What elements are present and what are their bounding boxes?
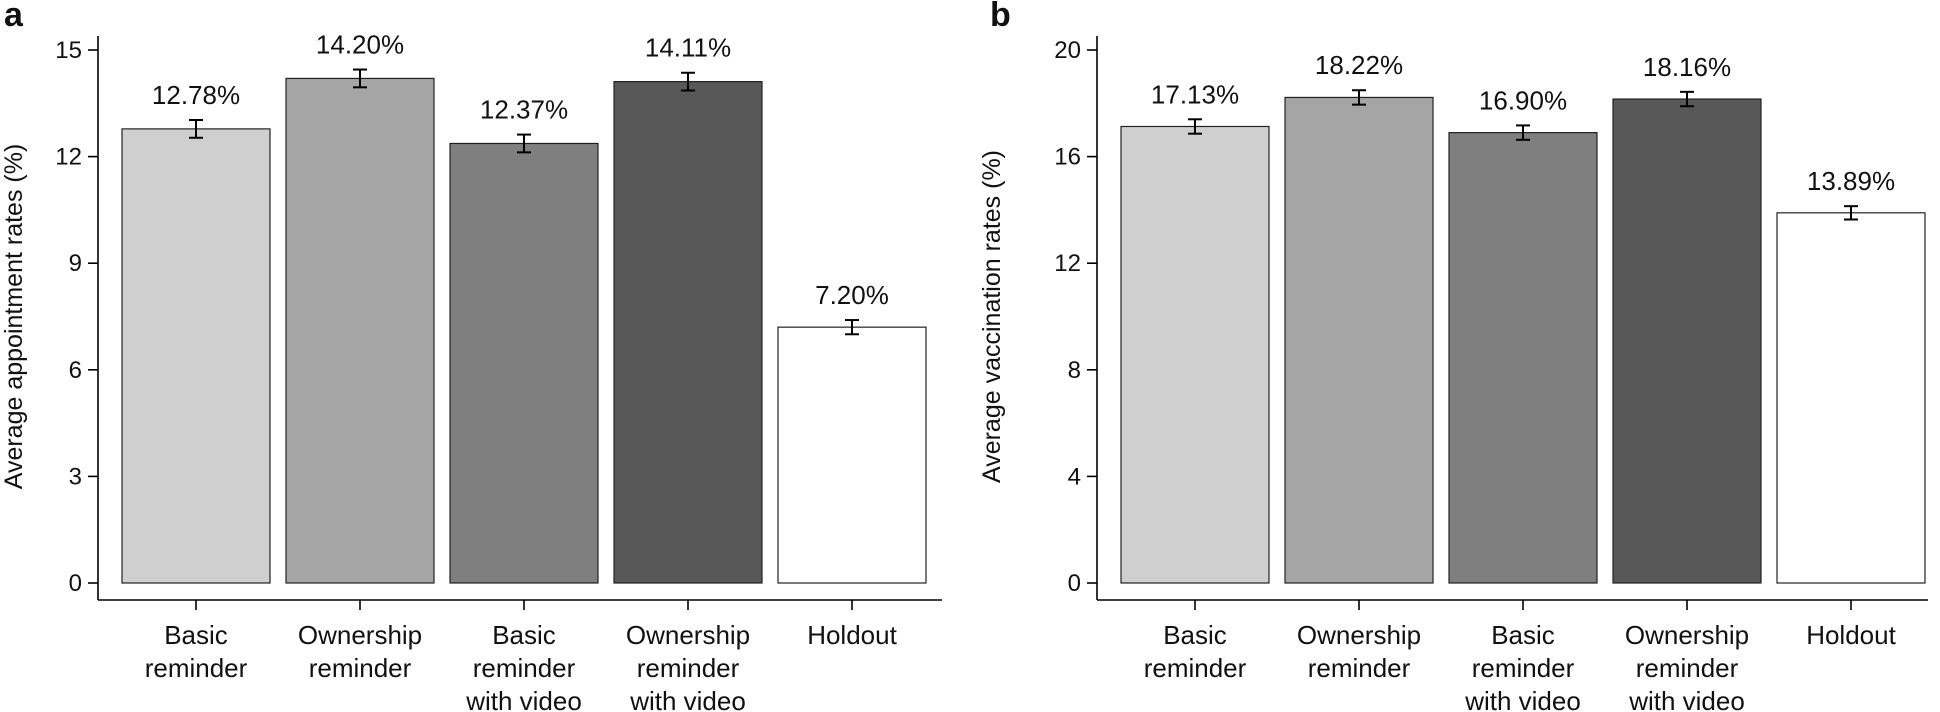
y-tick-label: 9 <box>69 250 82 277</box>
error-bar <box>1844 205 1858 221</box>
bar <box>613 81 763 584</box>
bar <box>1284 96 1434 584</box>
bar <box>777 326 927 584</box>
y-tick-label: 0 <box>1068 570 1081 597</box>
bar <box>1612 98 1762 584</box>
data-label: 16.90% <box>1479 85 1567 115</box>
data-label: 13.89% <box>1807 166 1895 196</box>
error-bar <box>681 71 695 92</box>
y-tick-label: 8 <box>1068 357 1081 384</box>
error-bar <box>353 68 367 89</box>
error-bar <box>1188 118 1202 135</box>
y-tick-label: 15 <box>55 37 82 64</box>
bar <box>121 128 271 584</box>
y-tick-label: 12 <box>1054 250 1081 277</box>
x-tick-label: Ownership reminder with video <box>1625 620 1749 712</box>
y-tick-label: 20 <box>1054 37 1081 64</box>
y-axis-label: Average vaccination rates (%) <box>978 150 1006 483</box>
panel-a: a 0 3 6 9 12 15 Average appointment rates (%) 12… <box>0 0 942 712</box>
y-tick-label: 0 <box>69 570 82 597</box>
data-label: 17.13% <box>1151 79 1239 109</box>
x-tick-label: Ownership reminder <box>298 620 422 683</box>
data-label: 12.78% <box>152 80 240 110</box>
error-bar <box>1680 90 1694 108</box>
y-tick-label: 4 <box>1068 463 1081 490</box>
data-label: 18.16% <box>1643 52 1731 82</box>
x-tick-label: Ownership reminder with video <box>626 620 750 712</box>
panel-b: b 0 4 8 12 16 20 Average vaccination rates (%) 1… <box>978 0 1928 712</box>
x-tick-label: Holdout <box>807 620 897 650</box>
x-tick-label: Basic reminder with video <box>465 620 582 712</box>
x-tick-label: Basic reminder <box>145 620 248 683</box>
x-tick-label: Ownership reminder <box>1297 620 1421 683</box>
data-label: 12.37% <box>480 95 568 125</box>
y-axis-label: Average appointment rates (%) <box>0 144 28 490</box>
panel-letter: a <box>4 0 24 34</box>
error-bar <box>189 119 203 139</box>
y-tick-label: 16 <box>1054 144 1081 171</box>
error-bar <box>1516 124 1530 141</box>
bar <box>1776 212 1926 584</box>
panel-letter: b <box>990 0 1011 34</box>
error-bar <box>1352 89 1366 106</box>
bar <box>285 77 435 584</box>
error-bar <box>845 319 859 336</box>
x-tick-label: Holdout <box>1806 620 1896 650</box>
bar <box>1448 132 1598 584</box>
bar <box>1120 125 1270 584</box>
error-bar <box>517 133 531 154</box>
y-tick-label: 6 <box>69 357 82 384</box>
bar <box>449 142 599 584</box>
y-tick-label: 12 <box>55 144 82 171</box>
data-label: 18.22% <box>1315 50 1403 80</box>
data-label: 7.20% <box>815 280 889 310</box>
data-label: 14.11% <box>645 33 731 63</box>
x-tick-label: Basic reminder with video <box>1464 620 1581 712</box>
data-label: 14.20% <box>316 30 404 60</box>
y-tick-label: 3 <box>69 463 82 490</box>
x-tick-label: Basic reminder <box>1144 620 1247 683</box>
